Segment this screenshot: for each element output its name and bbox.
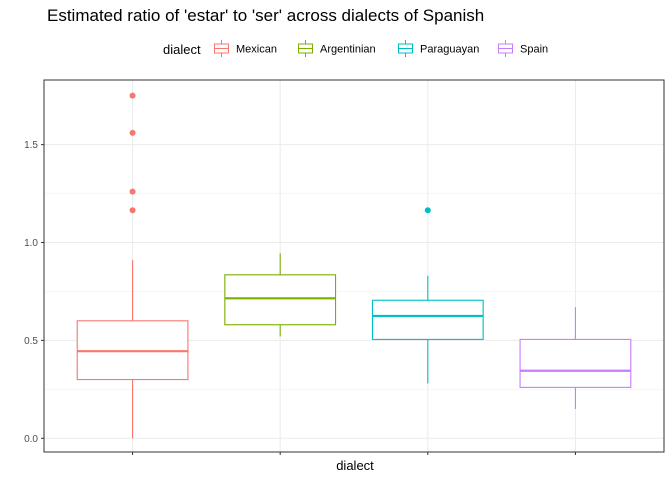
box-group-argentinian xyxy=(224,253,337,337)
legend-label: Paraguayan xyxy=(420,44,479,56)
legend-item-mexican: Mexican xyxy=(214,40,277,57)
y-tick-label: 1.5 xyxy=(24,140,38,151)
outlier-point xyxy=(129,129,136,136)
plot-panel xyxy=(44,80,664,452)
box-group-mexican xyxy=(76,92,189,439)
legend-title: dialect xyxy=(163,42,201,57)
outlier-point xyxy=(129,92,136,99)
legend-item-paraguayan: Paraguayan xyxy=(398,40,479,57)
y-axis: 0.0 0.5 1.0 1.5 xyxy=(24,140,44,445)
box-group-paraguayan xyxy=(371,207,484,384)
box-group-spain xyxy=(519,307,632,409)
legend: dialect Mexican Argentinian Paraguayan Spai… xyxy=(163,40,548,57)
x-axis-title: dialect xyxy=(336,458,374,473)
outlier-point xyxy=(129,188,136,195)
box xyxy=(371,299,484,340)
y-tick-label: 0.0 xyxy=(24,434,38,445)
legend-label: Argentinian xyxy=(320,44,376,56)
legend-label: Mexican xyxy=(236,44,277,56)
box xyxy=(519,338,632,388)
chart-title: Estimated ratio of 'estar' to 'ser' acro… xyxy=(47,6,484,25)
box-series xyxy=(76,92,632,439)
y-tick-label: 1.0 xyxy=(24,238,38,249)
legend-item-spain: Spain xyxy=(498,40,548,57)
outlier-point xyxy=(424,207,431,214)
y-tick-label: 0.5 xyxy=(24,336,38,347)
box xyxy=(224,274,337,326)
legend-item-argentinian: Argentinian xyxy=(298,40,376,57)
outlier-point xyxy=(129,207,136,214)
panel-border xyxy=(43,79,665,453)
x-axis xyxy=(132,452,576,455)
legend-label: Spain xyxy=(520,44,548,56)
